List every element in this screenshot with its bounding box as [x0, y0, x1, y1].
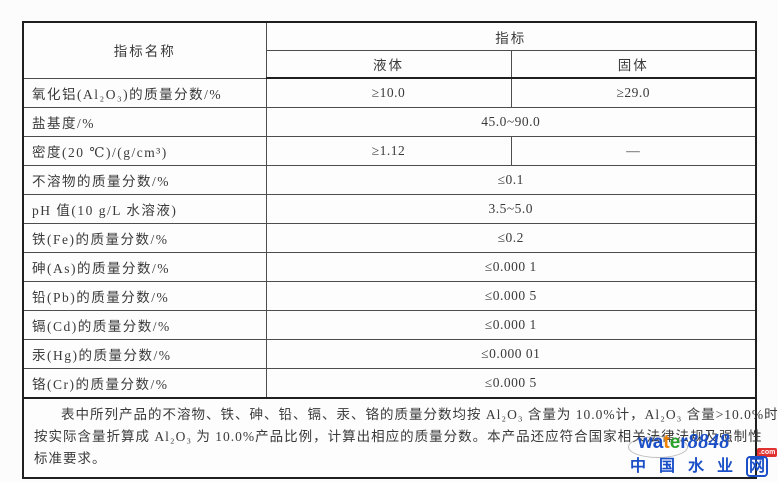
row-label: 铬(Cr)的质量分数/%: [22, 368, 267, 399]
header-indicator-name: 指标名称: [22, 21, 267, 79]
row-label: 镉(Cd)的质量分数/%: [22, 310, 267, 340]
watermark-domain-suffix: .com: [757, 448, 778, 457]
row-value-solid: —: [510, 136, 757, 166]
row-value: ≤0.000 01: [265, 339, 757, 369]
row-value: ≤0.000 5: [265, 281, 757, 311]
row-label: 氧化铝(Al₂O₃)的质量分数/%: [22, 77, 267, 108]
header-liquid: 液体: [265, 50, 512, 79]
spec-table: 指标名称 指标 液体 固体 氧化铝(Al₂O₃)的质量分数/% ≥10.0 ≥2…: [22, 21, 778, 479]
row-label: 铅(Pb)的质量分数/%: [22, 281, 267, 311]
table-row: 镉(Cd)的质量分数/% ≤0.000 1: [22, 310, 757, 340]
table-row: 铬(Cr)的质量分数/% ≤0.000 5: [22, 368, 757, 399]
row-value-liquid: ≥1.12: [265, 136, 512, 166]
row-label: 铁(Fe)的质量分数/%: [22, 223, 267, 253]
row-value: ≤0.000 1: [265, 310, 757, 340]
row-value: ≤0.000 1: [265, 252, 757, 282]
row-value-solid: ≥29.0: [510, 77, 757, 108]
row-value: 45.0~90.0: [265, 107, 757, 137]
row-label: 砷(As)的质量分数/%: [22, 252, 267, 282]
table-row: 汞(Hg)的质量分数/% ≤0.000 01: [22, 339, 757, 369]
footnote-line: 表中所列产品的不溶物、铁、砷、铅、镉、汞、铬的质量分数均按 Al₂O₃ 含量为 …: [61, 407, 778, 422]
table-row: pH 值(10 g/L 水溶液) 3.5~5.0: [22, 194, 757, 224]
row-value: 3.5~5.0: [265, 194, 757, 224]
table-row: 密度(20 ℃)/(g/cm³) ≥1.12 —: [22, 136, 757, 166]
row-value: ≤0.000 5: [265, 368, 757, 399]
table-row: 不溶物的质量分数/% ≤0.1: [22, 165, 757, 195]
header-row-group: 指标名称 指标: [22, 21, 757, 79]
row-label: 不溶物的质量分数/%: [22, 165, 267, 195]
header-indicator-group: 指标: [265, 21, 757, 51]
table-row: 盐基度/% 45.0~90.0: [22, 107, 757, 137]
row-value-liquid: ≥10.0: [265, 77, 512, 108]
row-value: ≤0.1: [265, 165, 757, 195]
table-row: 铅(Pb)的质量分数/% ≤0.000 5: [22, 281, 757, 311]
table-footnote: 表中所列产品的不溶物、铁、砷、铅、镉、汞、铬的质量分数均按 Al₂O₃ 含量为 …: [22, 397, 778, 479]
row-label: 汞(Hg)的质量分数/%: [22, 339, 267, 369]
table-footnote-row: 表中所列产品的不溶物、铁、砷、铅、镉、汞、铬的质量分数均按 Al₂O₃ 含量为 …: [22, 397, 778, 479]
table-row: 氧化铝(Al₂O₃)的质量分数/% ≥10.0 ≥29.0: [22, 77, 757, 108]
table-row: 铁(Fe)的质量分数/% ≤0.2: [22, 223, 757, 253]
header-row-sub: 液体 固体: [23, 50, 757, 79]
row-label: pH 值(10 g/L 水溶液): [22, 194, 267, 224]
header-solid: 固体: [510, 50, 757, 79]
row-value: ≤0.2: [265, 223, 757, 253]
row-label: 密度(20 ℃)/(g/cm³): [22, 136, 267, 166]
footnote-line: 标准要求。: [34, 451, 107, 466]
footnote-line: 按实际含量折算成 Al₂O₃ 为 10.0%产品比例，计算出相应的质量分数。本产…: [34, 429, 763, 444]
row-label: 盐基度/%: [22, 107, 267, 137]
table-row: 砷(As)的质量分数/% ≤0.000 1: [22, 252, 757, 282]
